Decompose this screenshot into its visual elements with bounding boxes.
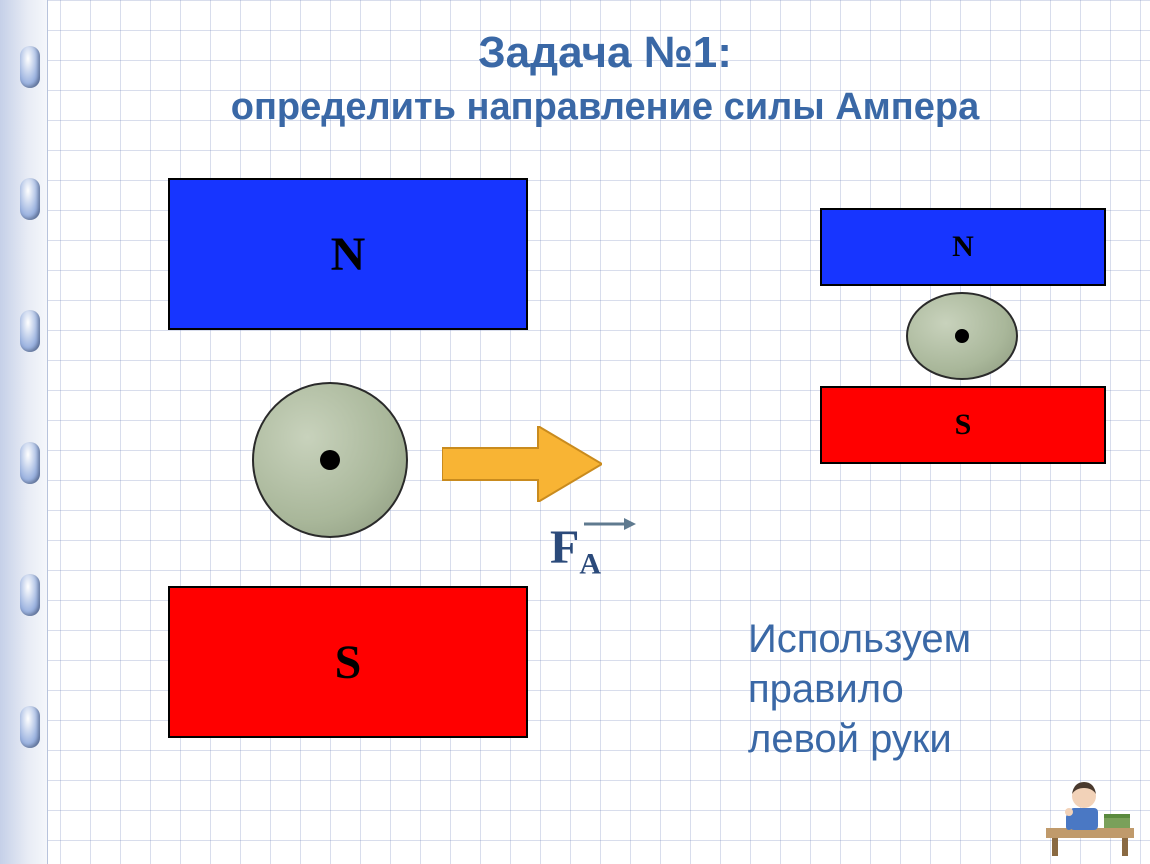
ampere-force-arrow — [442, 426, 602, 502]
title-line-2: определить направление силы Ампера — [60, 86, 1150, 129]
title-line-1: Задача №1: — [60, 28, 1150, 78]
ampere-force-label: FA — [550, 520, 601, 582]
student-at-desk-icon — [1042, 768, 1138, 858]
arrow-shape — [442, 426, 602, 502]
hint-left-hand-rule: Используемправилолевой руки — [748, 614, 971, 764]
right-current-out-of-page-dot — [955, 329, 969, 343]
right-magnet-s-label: S — [955, 408, 972, 442]
left-magnet-n-label: N — [331, 227, 366, 282]
right-magnet-north-pole: N — [820, 208, 1106, 286]
slide-content: Задача №1: определить направление силы А… — [60, 0, 1150, 864]
left-magnet-s-label: S — [335, 635, 362, 690]
right-magnet-n-label: N — [952, 230, 974, 264]
left-magnet-north-pole: N — [168, 178, 528, 330]
force-label-main: F — [550, 521, 579, 574]
right-magnet-south-pole: S — [820, 386, 1106, 464]
force-label-subscript: A — [579, 548, 601, 581]
left-current-out-of-page-dot — [320, 450, 340, 470]
left-magnet-south-pole: S — [168, 586, 528, 738]
